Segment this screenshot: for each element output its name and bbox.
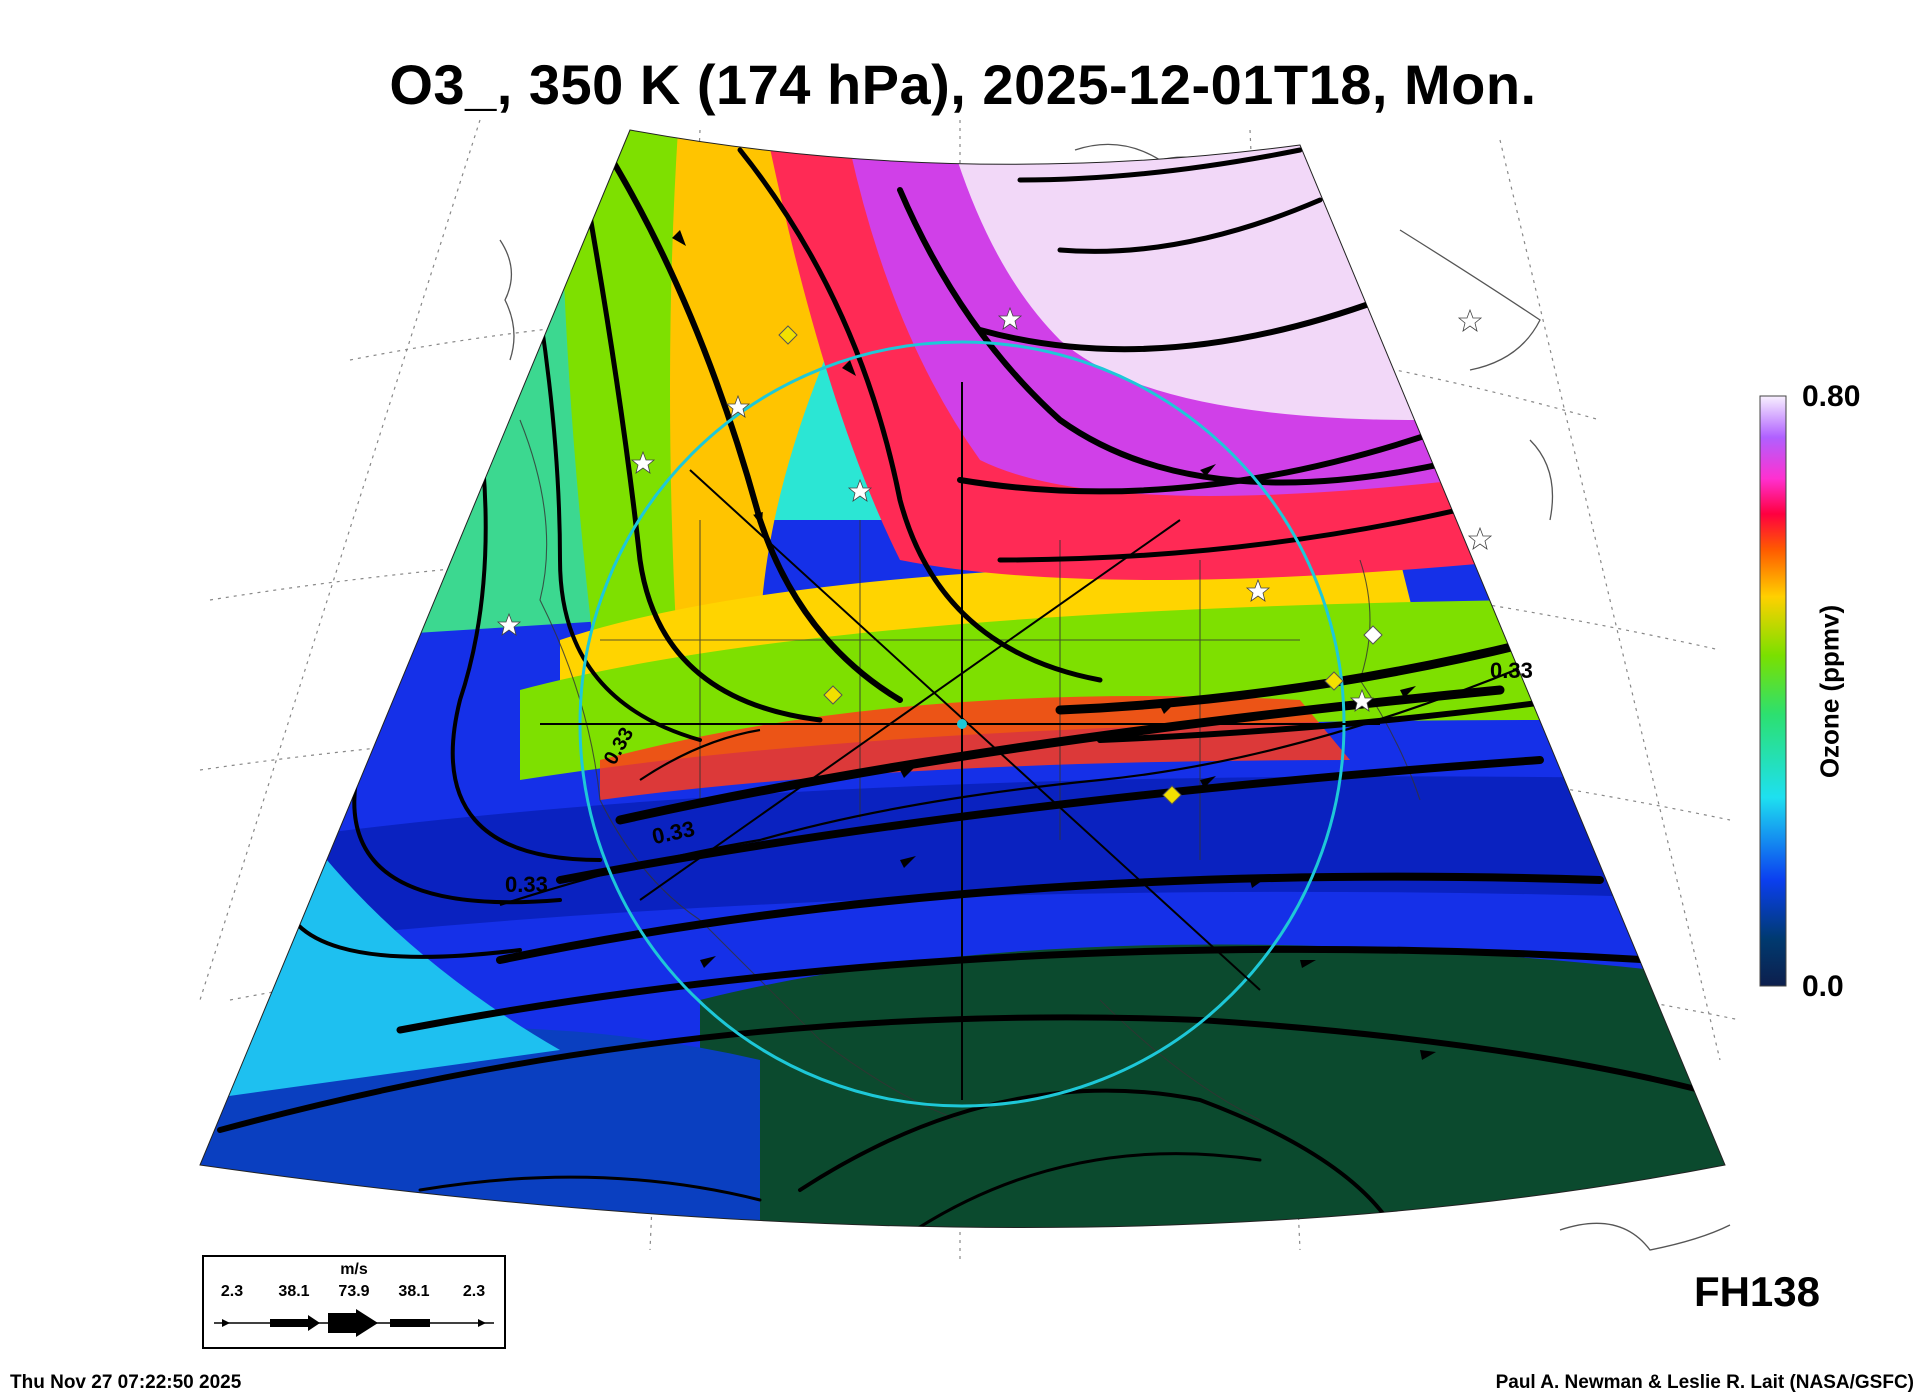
- wind-legend: m/s 2.3 38.1 73.9 38.1 2.3: [202, 1255, 506, 1349]
- map-title: O3_, 350 K (174 hPa), 2025-12-01T18, Mon…: [389, 53, 1537, 116]
- colorbar-title: Ozone (ppmv): [1814, 604, 1845, 779]
- footer-timestamp: Thu Nov 27 07:22:50 2025: [10, 1372, 242, 1393]
- wind-legend-value: 38.1: [398, 1283, 430, 1300]
- wind-arrow-icons: [672, 230, 1436, 1060]
- ozone-contours: [499, 658, 1541, 907]
- wind-legend-value: 38.1: [278, 1283, 310, 1300]
- colorbar: [1759, 395, 1787, 987]
- forecast-hour: FH138: [1693, 1268, 1820, 1315]
- wind-legend-value: 2.3: [220, 1283, 244, 1300]
- wind-legend-unit: m/s: [340, 1261, 368, 1278]
- contour-label: 0.33: [1490, 658, 1533, 683]
- wind-legend-value: 2.3: [462, 1283, 486, 1300]
- footer-credit: Paul A. Newman & Leslie R. Lait (NASA/GS…: [1495, 1372, 1914, 1393]
- contour-label: 0.33: [505, 872, 548, 897]
- colorbar-max-label: 0.80: [1802, 380, 1861, 413]
- wind-streamlines: [217, 137, 1703, 1228]
- colorbar-min-label: 0.0: [1802, 970, 1844, 1003]
- ozone-field: [200, 130, 1725, 1228]
- center-circle: [540, 340, 1380, 1108]
- wind-legend-arrow-icon: [214, 1309, 494, 1337]
- star-marker-icons: [496, 306, 1493, 712]
- wind-legend-value: 73.9: [338, 1283, 370, 1300]
- diamond-marker-icons: [778, 325, 1383, 805]
